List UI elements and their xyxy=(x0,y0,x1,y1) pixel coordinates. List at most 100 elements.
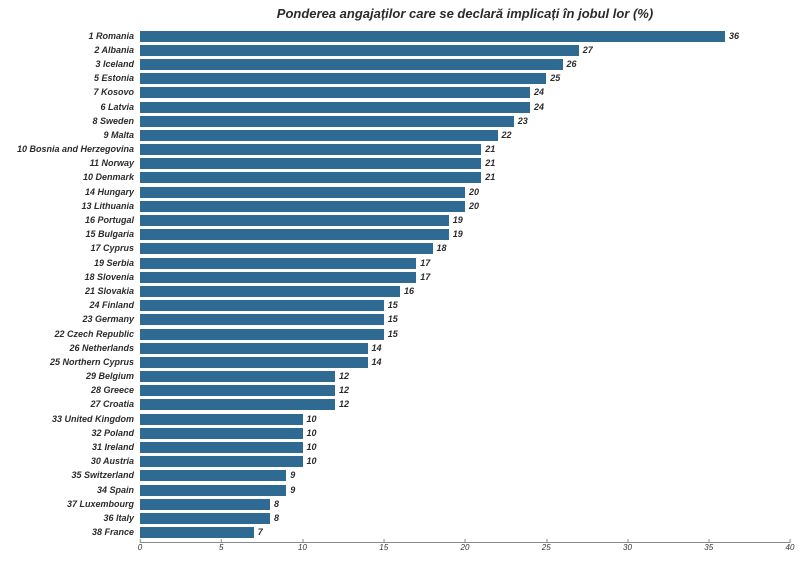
bar-value-label: 24 xyxy=(534,88,544,97)
bar xyxy=(140,158,481,169)
bar xyxy=(140,45,579,56)
bar-value-label: 12 xyxy=(339,372,349,381)
bar xyxy=(140,513,270,524)
bar-track: 20 xyxy=(140,199,790,213)
bar-row: 29 Belgium 12 xyxy=(0,370,790,384)
bar-row: 25 Northern Cyprus14 xyxy=(0,355,790,369)
bar-category-label: 16 Portugal xyxy=(0,216,140,225)
bar-category-label: 21 Slovakia xyxy=(0,287,140,296)
bar-track: 24 xyxy=(140,100,790,114)
bar xyxy=(140,144,481,155)
bar-value-label: 10 xyxy=(307,457,317,466)
bar-track: 21 xyxy=(140,143,790,157)
bar-category-label: 1 Romania xyxy=(0,32,140,41)
bar xyxy=(140,187,465,198)
bar-value-label: 24 xyxy=(534,103,544,112)
bar-row: 1 Romania36 xyxy=(0,29,790,43)
bar-value-label: 27 xyxy=(583,46,593,55)
bar-row: 22 Czech Republic15 xyxy=(0,327,790,341)
bar-track: 26 xyxy=(140,57,790,71)
bar-track: 25 xyxy=(140,72,790,86)
bar xyxy=(140,357,368,368)
bar xyxy=(140,59,563,70)
bar-row: 15 Bulgaria 19 xyxy=(0,228,790,242)
bar-value-label: 12 xyxy=(339,400,349,409)
bar-category-label: 28 Greece xyxy=(0,386,140,395)
bar-track: 10 xyxy=(140,426,790,440)
bar-row: 36 Italy8 xyxy=(0,511,790,525)
bar-category-label: 34 Spain xyxy=(0,486,140,495)
bar-track: 14 xyxy=(140,355,790,369)
bar-row: 35 Switzerland 9 xyxy=(0,469,790,483)
bar-category-label: 5 Estonia xyxy=(0,74,140,83)
bar-category-label: 30 Austria xyxy=(0,457,140,466)
bar-track: 27 xyxy=(140,43,790,57)
bar-track: 7 xyxy=(140,526,790,540)
bar-category-label: 13 Lithuania xyxy=(0,202,140,211)
x-axis-tick: 25 xyxy=(542,543,551,552)
bar xyxy=(140,442,303,453)
bar-category-label: 36 Italy xyxy=(0,514,140,523)
bar-category-label: 10 Denmark xyxy=(0,173,140,182)
bar-track: 22 xyxy=(140,128,790,142)
bar-category-label: 17 Cyprus xyxy=(0,244,140,253)
bar-category-label: 27 Croatia xyxy=(0,400,140,409)
bar-track: 21 xyxy=(140,171,790,185)
bar-category-label: 9 Malta xyxy=(0,131,140,140)
bar-row: 2 Albania27 xyxy=(0,43,790,57)
bar-category-label: 6 Latvia xyxy=(0,103,140,112)
bar-value-label: 9 xyxy=(290,486,295,495)
bar xyxy=(140,527,254,538)
bar-row: 11 Norway21 xyxy=(0,157,790,171)
bar xyxy=(140,31,725,42)
x-axis-tick: 20 xyxy=(461,543,470,552)
bar-row: 33 United Kingdom10 xyxy=(0,412,790,426)
bar-category-label: 15 Bulgaria xyxy=(0,230,140,239)
bar-row: 27 Croatia 12 xyxy=(0,398,790,412)
bar-track: 12 xyxy=(140,384,790,398)
bar-value-label: 16 xyxy=(404,287,414,296)
bar-category-label: 35 Switzerland xyxy=(0,471,140,480)
bar-value-label: 8 xyxy=(274,500,279,509)
bar-value-label: 10 xyxy=(307,429,317,438)
bar-row: 8 Sweden23 xyxy=(0,114,790,128)
bar-track: 20 xyxy=(140,185,790,199)
bar-row: 19 Serbia17 xyxy=(0,256,790,270)
bar-value-label: 23 xyxy=(518,117,528,126)
bar-value-label: 9 xyxy=(290,471,295,480)
bar xyxy=(140,399,335,410)
bar xyxy=(140,272,416,283)
bar-value-label: 10 xyxy=(307,415,317,424)
chart-title: Ponderea angajaților care se declară imp… xyxy=(0,6,790,21)
bar xyxy=(140,300,384,311)
chart-plot-area: 1 Romania362 Albania273 Iceland265 Eston… xyxy=(0,29,790,540)
bar xyxy=(140,414,303,425)
bar-value-label: 19 xyxy=(453,230,463,239)
bar-value-label: 15 xyxy=(388,301,398,310)
bar xyxy=(140,172,481,183)
bar xyxy=(140,499,270,510)
bar-category-label: 11 Norway xyxy=(0,159,140,168)
bar-value-label: 22 xyxy=(502,131,512,140)
bar-value-label: 18 xyxy=(437,244,447,253)
bar-row: 10 Bosnia and Herzegovina21 xyxy=(0,143,790,157)
bar-row: 28 Greece12 xyxy=(0,384,790,398)
bar xyxy=(140,102,530,113)
bar-value-label: 17 xyxy=(420,259,430,268)
bar xyxy=(140,371,335,382)
bar-category-label: 29 Belgium xyxy=(0,372,140,381)
bar-row: 9 Malta 22 xyxy=(0,128,790,142)
bar xyxy=(140,314,384,325)
bar-value-label: 25 xyxy=(550,74,560,83)
bar-category-label: 7 Kosovo xyxy=(0,88,140,97)
bar-category-label: 32 Poland xyxy=(0,429,140,438)
bar xyxy=(140,130,498,141)
x-axis-tick: 35 xyxy=(704,543,713,552)
bar-value-label: 10 xyxy=(307,443,317,452)
x-axis-tick: 40 xyxy=(786,543,795,552)
bar-row: 5 Estonia 25 xyxy=(0,72,790,86)
bar xyxy=(140,286,400,297)
bar-row: 3 Iceland26 xyxy=(0,57,790,71)
bar-track: 17 xyxy=(140,256,790,270)
bar-category-label: 25 Northern Cyprus xyxy=(0,358,140,367)
